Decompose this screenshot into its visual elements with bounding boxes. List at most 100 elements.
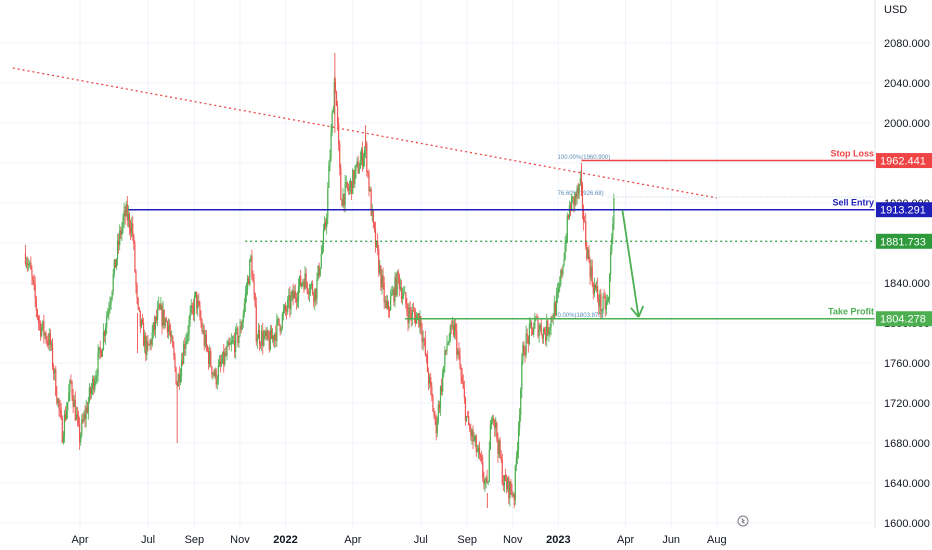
candle-body	[38, 317, 39, 321]
candle-body	[284, 306, 285, 311]
candle-body	[428, 372, 429, 384]
candle-body	[154, 322, 155, 329]
candle-body	[45, 333, 46, 340]
candle-body	[227, 342, 228, 347]
candle-body	[114, 260, 115, 274]
candle-body	[122, 219, 123, 227]
candle-body	[366, 143, 367, 172]
candle-body	[218, 366, 219, 380]
candle-body	[399, 275, 400, 289]
candle-body	[208, 350, 209, 364]
candle-body	[597, 286, 598, 299]
candle-body	[75, 400, 76, 421]
candle-body	[346, 182, 347, 183]
candle-body	[488, 482, 489, 483]
candle-body	[262, 331, 263, 345]
candle-body	[232, 341, 233, 342]
candle-body	[432, 397, 433, 412]
candle-body	[256, 306, 257, 342]
candle-body	[41, 328, 42, 336]
candle-body	[246, 290, 247, 294]
y-tick-label: 1640.000	[884, 478, 930, 490]
candle-body	[312, 284, 313, 294]
candle-body	[49, 334, 50, 346]
candle-body	[304, 273, 305, 289]
candle-body	[195, 292, 196, 296]
candle-body	[147, 341, 148, 344]
candle-body	[102, 349, 103, 357]
candle	[336, 91, 337, 107]
candle	[222, 351, 223, 364]
candle-body	[258, 330, 259, 339]
candle-body	[480, 454, 481, 457]
candle-body	[500, 440, 501, 456]
candle-body	[235, 329, 236, 352]
candle-body	[382, 275, 383, 282]
candle-body	[322, 246, 323, 253]
candle-body	[587, 250, 588, 259]
candle-body	[315, 289, 316, 299]
candle-body	[126, 204, 127, 216]
candle-body	[483, 477, 484, 483]
candle-body	[103, 332, 104, 349]
y-tick-label: 2080.000	[884, 38, 930, 50]
candle-body	[27, 264, 28, 266]
candle-body	[181, 361, 182, 375]
candle-body	[601, 310, 602, 311]
candle-body	[303, 282, 304, 289]
candle-body	[353, 170, 354, 184]
candle-body	[458, 351, 459, 355]
candle-body	[528, 336, 529, 344]
candle-body	[402, 296, 403, 299]
candle-body	[319, 266, 320, 276]
candle-body	[271, 330, 272, 339]
candle-body	[140, 311, 141, 327]
candle-body	[221, 363, 222, 364]
candle-body	[306, 273, 307, 282]
candle-body	[350, 181, 351, 186]
candle-body	[529, 324, 530, 343]
candle-body	[475, 436, 476, 440]
candle-body	[506, 481, 507, 489]
candle-body	[78, 418, 79, 424]
candle-body	[90, 388, 91, 395]
candle-body	[57, 399, 58, 403]
candle-body	[261, 331, 262, 345]
candle-body	[48, 341, 49, 345]
candle-body	[372, 211, 373, 216]
candle-body	[133, 236, 134, 244]
candle-body	[368, 173, 369, 191]
candle-body	[155, 317, 156, 330]
candle-body	[418, 313, 419, 326]
candle-body	[243, 314, 244, 322]
candle-body	[434, 416, 435, 417]
candle	[397, 271, 398, 297]
candle-body	[179, 374, 180, 382]
candle-body	[465, 398, 466, 421]
candle-body	[166, 319, 167, 322]
candle-body	[131, 224, 132, 233]
candle-body	[56, 395, 57, 403]
candle-body	[431, 386, 432, 397]
candle-body	[379, 266, 380, 273]
candle-body	[340, 167, 341, 200]
candle-body	[297, 300, 298, 302]
candle	[418, 313, 419, 328]
candle	[340, 164, 341, 200]
candle-body	[453, 325, 454, 336]
candle-body	[224, 353, 225, 364]
candle	[341, 199, 342, 206]
candle-body	[99, 347, 100, 352]
x-tick-label: Sep	[457, 534, 477, 546]
candle-body	[361, 149, 362, 159]
candle-body	[576, 188, 577, 198]
candle-body	[236, 328, 237, 329]
candle-body	[505, 475, 506, 481]
candle-body	[401, 287, 402, 299]
candle-body	[52, 343, 53, 366]
candle-body	[203, 330, 204, 332]
candle-body	[362, 149, 363, 165]
candle	[172, 335, 173, 348]
candle-body	[210, 351, 211, 366]
